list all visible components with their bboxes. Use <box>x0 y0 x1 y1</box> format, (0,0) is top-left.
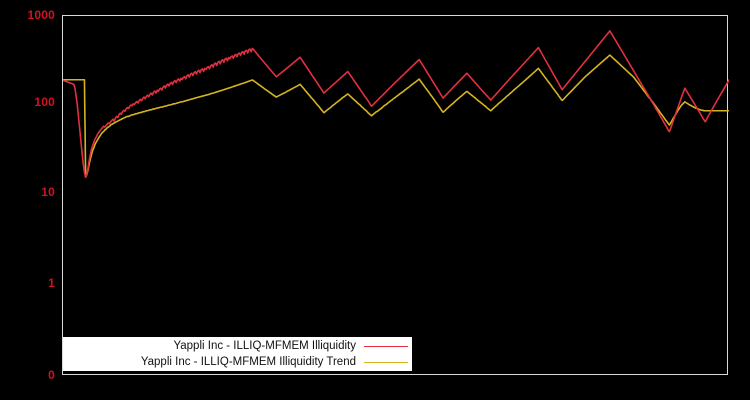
legend-swatch-trend <box>364 361 408 363</box>
legend-label-illiquidity: Yappli Inc - ILLIQ-MFMEM Illiquidity <box>173 340 356 352</box>
y-tick-100: 100 <box>34 95 55 109</box>
series-lines <box>63 30 729 178</box>
y-tick-1000: 1000 <box>27 8 55 22</box>
chart-legend: Yappli Inc - ILLIQ-MFMEM Illiquidity Yap… <box>63 337 412 371</box>
legend-item-illiquidity: Yappli Inc - ILLIQ-MFMEM Illiquidity <box>63 338 408 354</box>
series-line-illiquidity <box>63 30 729 178</box>
series-line-trend <box>63 54 729 178</box>
y-axis-labels: 1000 100 10 1 0 <box>0 0 55 400</box>
legend-swatch-illiquidity <box>364 345 408 347</box>
y-tick-0: 0 <box>48 368 55 382</box>
y-tick-1: 1 <box>48 276 55 290</box>
legend-item-trend: Yappli Inc - ILLIQ-MFMEM Illiquidity Tre… <box>63 354 408 370</box>
y-tick-10: 10 <box>41 185 55 199</box>
legend-label-trend: Yappli Inc - ILLIQ-MFMEM Illiquidity Tre… <box>140 356 356 368</box>
plot-area <box>62 15 729 375</box>
